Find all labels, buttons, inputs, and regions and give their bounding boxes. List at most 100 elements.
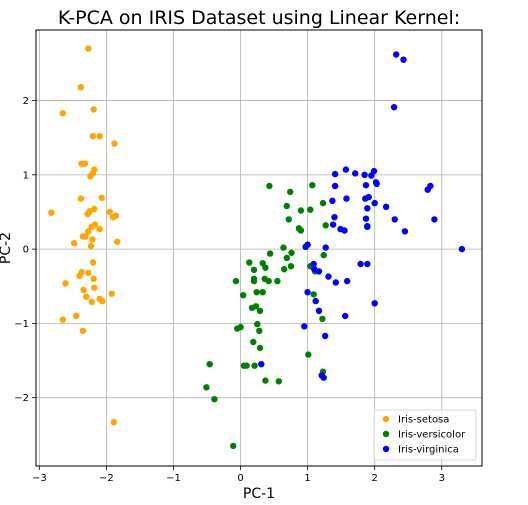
- iris-versicolor-point: [297, 227, 305, 234]
- iris-virginica-point: [371, 300, 378, 307]
- iris-versicolor-point: [309, 182, 316, 189]
- iris-virginica-point: [362, 215, 370, 222]
- y-tick-label: 2: [23, 96, 29, 107]
- iris-versicolor-point: [275, 378, 282, 385]
- iris-setosa-point: [62, 280, 69, 287]
- iris-versicolor-point: [322, 222, 329, 229]
- iris-setosa-point: [88, 298, 95, 306]
- iris-versicolor-point: [320, 251, 327, 259]
- y-tick-label: 1: [23, 170, 29, 181]
- iris-setosa-point: [87, 173, 94, 180]
- iris-versicolor-point: [265, 277, 272, 285]
- iris-setosa-point: [48, 209, 55, 216]
- iris-setosa-point: [90, 275, 97, 282]
- iris-setosa-point: [77, 84, 85, 91]
- legend-label-iris-setosa: Iris-setosa: [398, 415, 449, 426]
- iris-versicolor-point: [250, 266, 258, 274]
- iris-setosa-point: [89, 259, 97, 266]
- iris-versicolor-point: [211, 396, 218, 403]
- iris-setosa-point: [109, 214, 117, 221]
- iris-setosa-point: [85, 269, 92, 277]
- iris-versicolor-point: [283, 254, 290, 262]
- iris-versicolor-point: [310, 291, 317, 298]
- iris-versicolor-point: [251, 362, 258, 369]
- iris-virginica-point: [364, 205, 371, 212]
- iris-setosa-point: [59, 316, 66, 323]
- iris-versicolor-point: [287, 263, 295, 270]
- iris-versicolor-point: [252, 303, 260, 310]
- iris-setosa-point: [90, 106, 97, 113]
- iris-versicolor-point: [305, 351, 312, 358]
- iris-setosa-point: [96, 133, 103, 140]
- iris-versicolor-point: [232, 277, 240, 285]
- plot-frame: [35, 29, 483, 467]
- iris-versicolor-point: [287, 188, 294, 196]
- iris-virginica-point: [400, 56, 407, 63]
- iris-virginica-point: [304, 289, 311, 296]
- iris-versicolor-point: [256, 344, 264, 352]
- iris-versicolor-point: [240, 362, 248, 369]
- iris-setosa-point: [99, 297, 106, 305]
- iris-versicolor-point: [307, 206, 314, 213]
- iris-virginica-point: [357, 260, 364, 268]
- iris-virginica-point: [342, 166, 350, 173]
- x-tick-label: −1: [166, 473, 181, 484]
- x-tick-label: 2: [372, 473, 378, 484]
- iris-versicolor-point: [281, 266, 288, 273]
- iris-versicolor-point: [259, 289, 266, 296]
- iris-setosa-point: [79, 233, 87, 240]
- iris-virginica-point: [458, 245, 466, 253]
- iris-setosa-point: [76, 272, 83, 280]
- iris-virginica-point: [331, 182, 339, 190]
- iris-virginica-point: [362, 182, 370, 189]
- iris-setosa-point: [81, 160, 89, 167]
- iris-virginica-point: [331, 214, 338, 221]
- x-tick-label: 1: [304, 473, 310, 484]
- iris-versicolor-point: [253, 289, 260, 296]
- iris-versicolor-point: [262, 377, 269, 384]
- iris-setosa-point: [79, 327, 87, 334]
- iris-setosa-point: [59, 110, 66, 117]
- data-points: [48, 45, 466, 450]
- iris-virginica-point: [382, 203, 390, 210]
- iris-virginica-point: [371, 199, 378, 207]
- iris-versicolor-point: [283, 202, 290, 210]
- iris-versicolor-point: [246, 259, 253, 266]
- legend-box: [373, 409, 477, 461]
- iris-setosa-point: [85, 45, 92, 52]
- iris-virginica-point: [342, 312, 349, 320]
- legend-label-iris-versicolor: Iris-versicolor: [398, 430, 466, 441]
- iris-versicolor-point: [285, 216, 292, 223]
- iris-virginica-point: [322, 244, 329, 251]
- iris-virginica-point: [362, 195, 369, 202]
- iris-setosa-point: [91, 284, 98, 291]
- legend-label-iris-virginica: Iris-virginica: [398, 445, 459, 456]
- iris-virginica-point: [320, 374, 327, 381]
- iris-setosa-point: [71, 240, 78, 247]
- iris-virginica-point: [368, 172, 375, 179]
- iris-virginica-point: [325, 273, 332, 280]
- iris-versicolor-point: [234, 325, 241, 332]
- iris-setosa-point: [83, 293, 90, 300]
- x-tick-label: 0: [237, 473, 243, 484]
- iris-virginica-point: [393, 51, 400, 58]
- iris-virginica-point: [329, 197, 336, 204]
- iris-setosa-point: [87, 242, 95, 250]
- iris-versicolor-point: [256, 307, 264, 314]
- axis-ticks: −3 −2 −1 0 1 2 3 −2 −1 0 1 2: [14, 96, 445, 484]
- iris-virginica-point: [390, 104, 398, 111]
- iris-setosa-point: [110, 419, 118, 426]
- iris-setosa-point: [73, 312, 80, 320]
- iris-setosa-point: [106, 208, 114, 216]
- iris-versicolor-point: [262, 264, 269, 271]
- iris-versicolor-point: [250, 338, 257, 346]
- x-tick-label: 3: [439, 473, 445, 484]
- iris-virginica-point: [315, 307, 323, 314]
- iris-versicolor-point: [266, 182, 273, 190]
- legend-marker-iris-setosa: [382, 415, 390, 423]
- iris-virginica-point: [332, 279, 339, 286]
- legend-marker-iris-versicolor: [382, 430, 390, 438]
- iris-versicolor-point: [256, 327, 263, 334]
- iris-virginica-point: [331, 170, 339, 178]
